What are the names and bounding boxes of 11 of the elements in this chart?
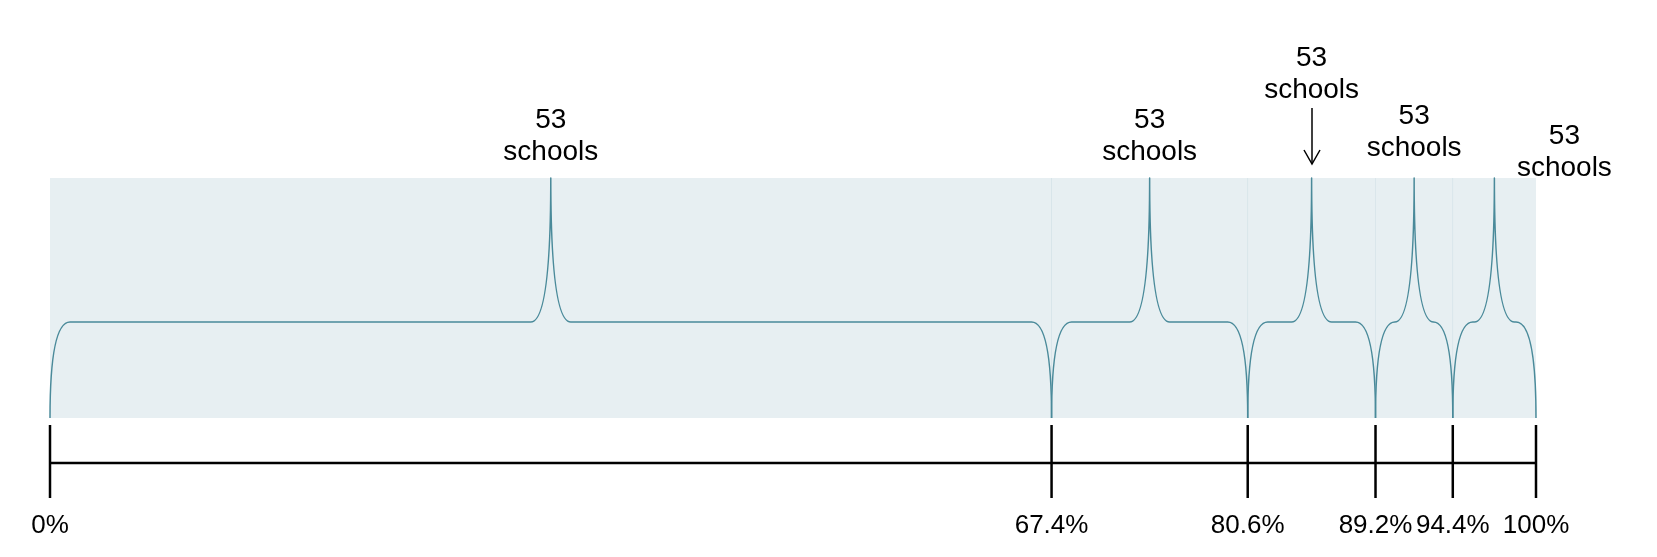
text: 53 schools [503,103,599,166]
annotation: 53 schools [1516,119,1612,182]
x-tick-label: 0% [31,509,69,539]
x-tick-label: 80.6% [1210,509,1285,539]
text: 53 schools [1102,103,1198,166]
x-tick-label: 100% [1502,509,1570,539]
x-tick-label: 67.4% [1014,509,1089,539]
text: 53 schools [1264,41,1360,104]
text: 53 schools [1366,99,1462,162]
x-tick-label: 89.2% [1338,509,1413,539]
x-tick-label: 94.4% [1415,509,1490,539]
